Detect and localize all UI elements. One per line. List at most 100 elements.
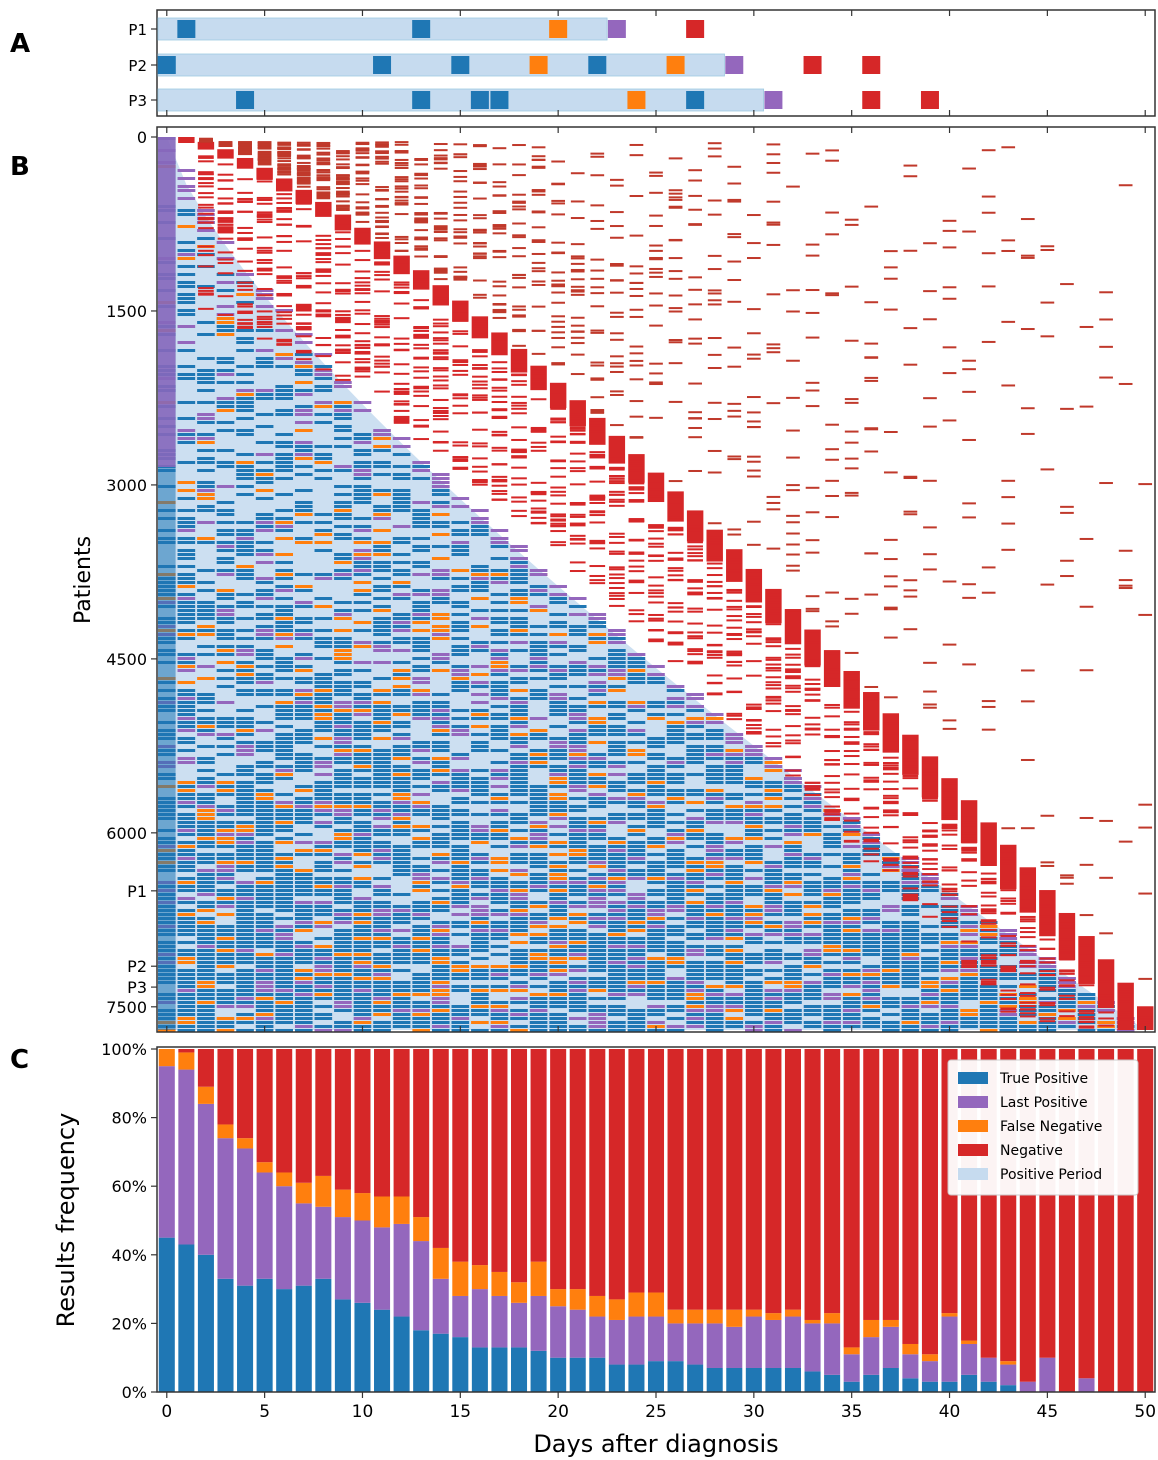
test-result-mark — [549, 817, 567, 820]
test-result-mark — [216, 897, 235, 900]
test-result-mark — [627, 797, 646, 800]
last-positive-mark — [314, 353, 333, 356]
test-result-mark — [705, 797, 724, 800]
test-result-mark — [431, 905, 450, 908]
negative-mark — [570, 268, 585, 271]
test-result-mark — [608, 945, 626, 948]
test-result-mark — [608, 797, 626, 800]
test-result-mark — [608, 969, 626, 972]
test-result-mark — [197, 521, 215, 524]
test-result-mark — [334, 841, 352, 844]
negative-mark — [531, 193, 546, 196]
negative-mark — [609, 586, 625, 589]
test-result-mark — [216, 977, 235, 980]
test-result-mark — [334, 797, 352, 800]
negative-mark — [570, 373, 585, 376]
test-result-mark — [608, 989, 626, 992]
test-result-mark — [216, 513, 235, 516]
test-result-mark — [255, 985, 274, 988]
test-result-mark — [471, 785, 489, 788]
negative-mark — [473, 255, 487, 258]
test-result-mark — [745, 961, 763, 964]
test-result-mark — [236, 753, 254, 756]
test-result-mark — [510, 629, 528, 632]
test-result-mark — [353, 861, 372, 864]
negative-mark — [237, 322, 253, 325]
negative-mark — [217, 251, 234, 254]
negative-mark — [610, 370, 624, 373]
test-result-mark — [451, 541, 470, 544]
test-result-mark — [862, 913, 881, 916]
test-result-mark — [451, 989, 470, 992]
test-result-mark — [451, 977, 470, 980]
negative-mark — [492, 285, 507, 288]
test-result-mark — [451, 733, 470, 736]
negative-mark — [217, 237, 234, 240]
negative-mark — [375, 186, 389, 189]
test-result-mark — [431, 897, 450, 900]
negative-mark — [256, 180, 273, 183]
test-result-mark — [334, 921, 352, 924]
negative-mark — [296, 181, 311, 184]
negative-mark — [374, 321, 390, 324]
negative-mark — [472, 478, 488, 481]
test-result-mark — [216, 485, 235, 488]
test-result-mark — [784, 805, 802, 808]
test-result-mark — [431, 613, 450, 616]
test-result-mark — [334, 953, 352, 956]
negative-mark — [473, 144, 487, 147]
negative-mark — [432, 375, 449, 378]
test-result-mark — [216, 613, 235, 616]
test-result-mark — [568, 937, 587, 940]
test-result-mark — [608, 909, 626, 912]
test-result-mark — [216, 633, 235, 636]
test-result-mark — [784, 981, 802, 984]
test-result-mark — [568, 853, 587, 856]
test-result-mark — [823, 933, 841, 936]
negative-mark — [472, 442, 488, 445]
test-result-mark — [764, 821, 783, 824]
negative-mark — [433, 278, 448, 281]
test-result-mark — [275, 873, 294, 876]
test-result-mark — [255, 637, 274, 640]
negative-mark — [198, 293, 214, 296]
test-result-mark — [275, 1029, 294, 1032]
test-result-mark — [177, 721, 196, 724]
test-result-mark — [216, 873, 235, 876]
test-result-mark — [236, 341, 254, 344]
test-result-mark — [647, 825, 665, 828]
test-result-mark — [627, 673, 646, 676]
test-result-mark — [334, 737, 352, 740]
test-result-mark — [1018, 1013, 1037, 1016]
test-result-mark — [314, 905, 333, 908]
negative-mark — [277, 157, 292, 160]
negative-mark — [256, 215, 273, 218]
test-result-mark — [353, 833, 372, 836]
last-positive-mark — [490, 537, 509, 540]
negative-mark — [473, 252, 487, 255]
test-result-mark — [510, 785, 528, 788]
test-result-mark — [334, 645, 352, 648]
negative-mark — [589, 542, 606, 545]
test-result-mark — [842, 821, 861, 824]
test-result-mark — [236, 689, 254, 692]
test-result-mark — [842, 1009, 861, 1012]
negative-mark — [374, 390, 390, 393]
last-positive-mark — [275, 309, 294, 312]
test-result-mark — [471, 825, 489, 828]
test-result-mark — [666, 997, 685, 1000]
negative-mark — [316, 161, 331, 164]
test-result-mark — [197, 985, 215, 988]
test-result-mark — [451, 773, 470, 776]
last-positive-marker — [725, 56, 744, 74]
test-result-mark — [549, 981, 567, 984]
test-result-mark — [842, 897, 861, 900]
test-result-mark — [549, 805, 567, 808]
test-result-mark — [353, 761, 372, 764]
test-result-mark — [353, 629, 372, 632]
test-result-mark — [353, 669, 372, 672]
test-result-mark — [334, 501, 352, 504]
negative-mark — [472, 316, 488, 319]
negative-mark — [414, 245, 429, 248]
negative-mark — [198, 173, 214, 176]
